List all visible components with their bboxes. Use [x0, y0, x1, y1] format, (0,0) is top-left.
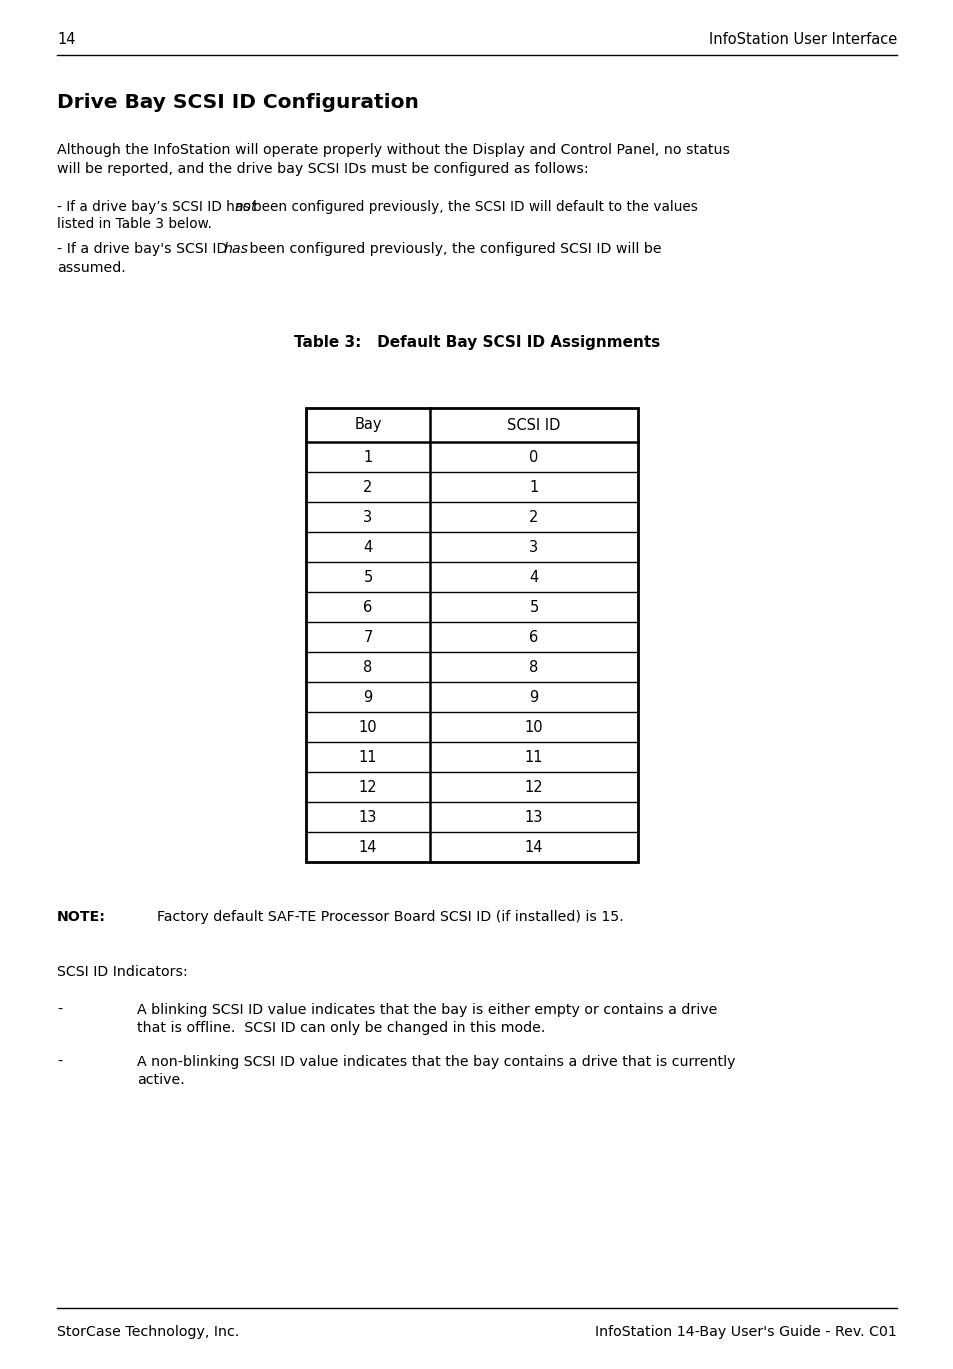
Text: 1: 1 — [363, 449, 373, 464]
Text: Bay: Bay — [354, 418, 381, 433]
Text: SCSI ID: SCSI ID — [507, 418, 560, 433]
Text: -: - — [57, 1003, 62, 1017]
Text: 3: 3 — [529, 539, 538, 554]
Text: 12: 12 — [358, 779, 377, 794]
Text: 9: 9 — [363, 690, 373, 705]
Text: 4: 4 — [529, 570, 538, 585]
Text: that is offline.  SCSI ID can only be changed in this mode.: that is offline. SCSI ID can only be cha… — [137, 1021, 545, 1035]
Text: NOTE:: NOTE: — [57, 910, 106, 924]
Text: - If a drive bay's SCSI ID: - If a drive bay's SCSI ID — [57, 242, 232, 256]
Text: Although the InfoStation will operate properly without the Display and Control P: Although the InfoStation will operate pr… — [57, 142, 729, 157]
Text: StorCase Technology, Inc.: StorCase Technology, Inc. — [57, 1325, 239, 1339]
Text: Table 3:   Default Bay SCSI ID Assignments: Table 3: Default Bay SCSI ID Assignments — [294, 335, 659, 350]
Text: - If a drive bay’s SCSI ID has: - If a drive bay’s SCSI ID has — [57, 200, 254, 214]
Text: 5: 5 — [363, 570, 373, 585]
Text: 0: 0 — [529, 449, 538, 464]
Text: 11: 11 — [524, 749, 542, 764]
Text: been configured previously, the SCSI ID will default to the values: been configured previously, the SCSI ID … — [253, 200, 698, 214]
Text: 2: 2 — [363, 479, 373, 494]
Text: A blinking SCSI ID value indicates that the bay is either empty or contains a dr: A blinking SCSI ID value indicates that … — [137, 1003, 717, 1017]
Text: 10: 10 — [524, 720, 543, 735]
Text: 4: 4 — [363, 539, 373, 554]
Text: 10: 10 — [358, 720, 377, 735]
Text: 9: 9 — [529, 690, 538, 705]
Text: 13: 13 — [358, 809, 376, 824]
Text: active.: active. — [137, 1073, 185, 1087]
Text: InfoStation 14-Bay User's Guide - Rev. C01: InfoStation 14-Bay User's Guide - Rev. C… — [595, 1325, 896, 1339]
Text: 5: 5 — [529, 600, 538, 615]
Text: 8: 8 — [363, 660, 373, 675]
Text: will be reported, and the drive bay SCSI IDs must be configured as follows:: will be reported, and the drive bay SCSI… — [57, 162, 588, 177]
Text: 14: 14 — [524, 839, 542, 854]
Text: A non-blinking SCSI ID value indicates that the bay contains a drive that is cur: A non-blinking SCSI ID value indicates t… — [137, 1055, 735, 1069]
Text: InfoStation User Interface: InfoStation User Interface — [708, 33, 896, 48]
Text: SCSI ID Indicators:: SCSI ID Indicators: — [57, 965, 188, 979]
Text: 3: 3 — [363, 509, 373, 524]
Text: 8: 8 — [529, 660, 538, 675]
Text: Factory default SAF-TE Processor Board SCSI ID (if installed) is 15.: Factory default SAF-TE Processor Board S… — [157, 910, 623, 924]
Text: listed in Table 3 below.: listed in Table 3 below. — [57, 218, 212, 231]
Bar — [306, 408, 638, 862]
Text: not: not — [234, 200, 257, 214]
Text: 14: 14 — [358, 839, 376, 854]
Text: 7: 7 — [363, 630, 373, 645]
Text: 14: 14 — [57, 33, 75, 48]
Text: has: has — [224, 242, 249, 256]
Text: Drive Bay SCSI ID Configuration: Drive Bay SCSI ID Configuration — [57, 93, 418, 112]
Text: been configured previously, the configured SCSI ID will be: been configured previously, the configur… — [245, 242, 661, 256]
Text: -: - — [57, 1055, 62, 1069]
Text: 13: 13 — [524, 809, 542, 824]
Text: assumed.: assumed. — [57, 261, 126, 275]
Text: 11: 11 — [358, 749, 376, 764]
Text: 2: 2 — [529, 509, 538, 524]
Text: 12: 12 — [524, 779, 543, 794]
Text: 1: 1 — [529, 479, 538, 494]
Text: 6: 6 — [529, 630, 538, 645]
Text: 6: 6 — [363, 600, 373, 615]
